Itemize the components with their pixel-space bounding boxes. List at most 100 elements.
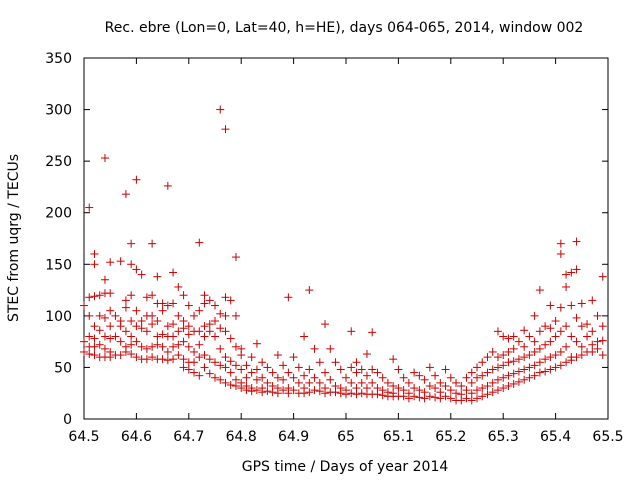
data-point bbox=[562, 342, 571, 351]
data-point bbox=[279, 375, 288, 384]
data-point bbox=[415, 386, 424, 395]
data-point bbox=[190, 358, 199, 367]
data-point bbox=[462, 394, 471, 403]
y-tick-label: 0 bbox=[63, 412, 72, 428]
data-point bbox=[399, 392, 408, 401]
data-point bbox=[389, 381, 398, 390]
data-point bbox=[514, 355, 523, 364]
data-point bbox=[342, 390, 350, 399]
data-point bbox=[153, 317, 162, 326]
data-point bbox=[562, 270, 571, 279]
data-point bbox=[300, 371, 309, 380]
data-point bbox=[473, 386, 481, 395]
data-point bbox=[546, 353, 555, 362]
data-point bbox=[499, 361, 508, 370]
data-point bbox=[593, 344, 602, 353]
data-point bbox=[509, 344, 518, 353]
data-point bbox=[399, 373, 408, 382]
data-point bbox=[200, 291, 209, 300]
data-point bbox=[268, 388, 277, 397]
data-point bbox=[148, 353, 157, 362]
data-point bbox=[520, 375, 529, 384]
data-point bbox=[158, 342, 167, 351]
data-point bbox=[598, 351, 607, 360]
data-point bbox=[373, 368, 382, 377]
data-point bbox=[562, 358, 571, 367]
data-point bbox=[263, 378, 272, 387]
data-point bbox=[483, 353, 492, 362]
data-point bbox=[279, 361, 288, 370]
data-point bbox=[509, 369, 518, 378]
data-point bbox=[315, 358, 324, 367]
data-point bbox=[221, 363, 230, 372]
data-point bbox=[378, 373, 387, 382]
data-point bbox=[420, 394, 429, 403]
data-point bbox=[121, 347, 130, 356]
data-point bbox=[252, 365, 261, 374]
data-point bbox=[100, 313, 109, 322]
data-point bbox=[148, 291, 157, 300]
data-point bbox=[331, 358, 340, 367]
data-point bbox=[221, 327, 230, 336]
data-point bbox=[446, 373, 455, 382]
data-point bbox=[205, 355, 214, 364]
data-point bbox=[352, 368, 361, 377]
data-point bbox=[588, 296, 597, 305]
data-point bbox=[535, 358, 544, 367]
data-point bbox=[588, 347, 597, 356]
data-point bbox=[80, 337, 88, 346]
data-point bbox=[593, 337, 602, 346]
y-tick-label: 100 bbox=[45, 309, 72, 325]
data-point bbox=[205, 369, 214, 378]
data-point bbox=[95, 311, 104, 320]
data-point bbox=[410, 384, 419, 393]
data-point bbox=[551, 351, 560, 360]
data-point bbox=[504, 347, 513, 356]
data-point bbox=[163, 356, 172, 365]
data-point bbox=[158, 355, 167, 364]
data-point bbox=[137, 270, 146, 279]
data-point bbox=[80, 347, 88, 356]
data-point bbox=[90, 292, 99, 301]
data-point bbox=[247, 353, 256, 362]
data-point bbox=[268, 368, 277, 377]
data-point bbox=[535, 327, 544, 336]
data-point bbox=[179, 355, 188, 364]
data-point bbox=[179, 337, 188, 346]
x-tick-label: 65.1 bbox=[383, 429, 414, 445]
data-point bbox=[174, 311, 183, 320]
data-point bbox=[483, 368, 492, 377]
y-tick-label: 300 bbox=[45, 103, 72, 119]
data-point bbox=[588, 340, 597, 349]
data-point bbox=[258, 373, 267, 382]
data-point bbox=[362, 371, 371, 380]
data-point bbox=[541, 340, 550, 349]
data-point bbox=[137, 342, 146, 351]
data-point bbox=[310, 373, 319, 382]
data-point bbox=[556, 327, 565, 336]
data-point bbox=[567, 356, 576, 365]
data-point bbox=[200, 351, 209, 360]
data-point bbox=[556, 249, 565, 258]
data-point bbox=[169, 320, 178, 329]
data-point bbox=[478, 384, 487, 393]
data-point bbox=[420, 375, 429, 384]
data-point bbox=[106, 353, 115, 362]
data-point bbox=[368, 328, 377, 337]
data-point bbox=[169, 299, 178, 308]
data-point bbox=[598, 336, 607, 345]
data-point bbox=[352, 358, 361, 367]
data-point bbox=[305, 378, 314, 387]
data-point bbox=[588, 327, 597, 336]
data-point bbox=[457, 396, 466, 405]
data-point bbox=[499, 351, 508, 360]
data-point bbox=[200, 299, 209, 308]
data-point bbox=[231, 361, 240, 370]
data-point bbox=[583, 320, 592, 329]
data-point bbox=[237, 365, 246, 374]
data-point bbox=[195, 327, 204, 336]
data-point bbox=[127, 340, 136, 349]
data-point bbox=[404, 394, 413, 403]
data-point bbox=[368, 365, 377, 374]
data-point bbox=[95, 340, 104, 349]
